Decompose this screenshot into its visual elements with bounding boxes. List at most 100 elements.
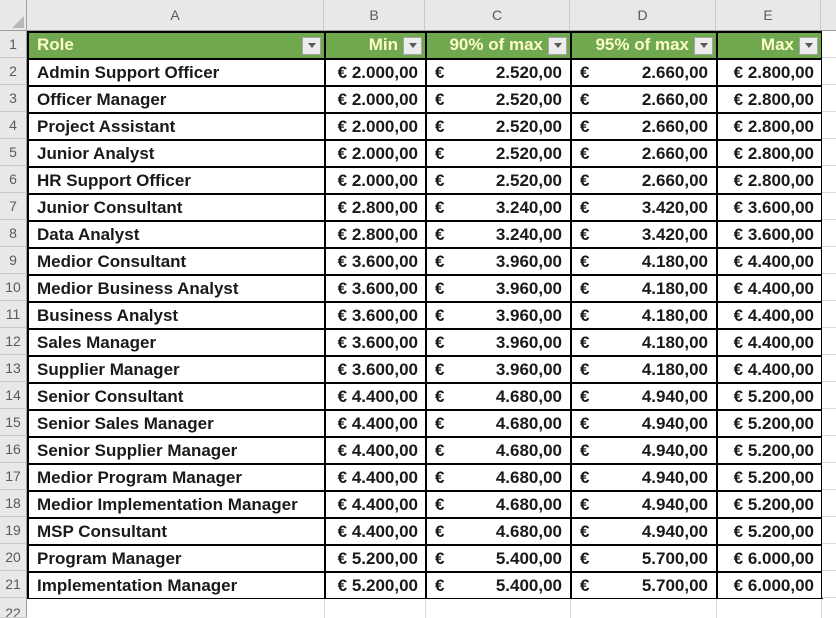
- table-header-role[interactable]: Role: [27, 31, 326, 60]
- cell-role[interactable]: Project Assistant: [27, 112, 326, 141]
- row-header-20[interactable]: 20: [0, 544, 27, 571]
- cell-role[interactable]: Medior Program Manager: [27, 463, 326, 492]
- cell-min[interactable]: € 2.000,00: [324, 139, 427, 168]
- row-header-2[interactable]: 2: [0, 58, 27, 85]
- row-header-22[interactable]: 22: [0, 598, 27, 618]
- cell-95-of-max[interactable]: €2.660,00: [570, 166, 718, 195]
- cell-min[interactable]: € 5.200,00: [324, 544, 427, 573]
- cell-max[interactable]: € 2.800,00: [716, 85, 823, 114]
- cell-95-of-max[interactable]: €2.660,00: [570, 58, 718, 87]
- cell-max[interactable]: € 3.600,00: [716, 193, 823, 222]
- cell-max[interactable]: € 5.200,00: [716, 490, 823, 519]
- cell-max[interactable]: € 2.800,00: [716, 112, 823, 141]
- row-header-17[interactable]: 17: [0, 463, 27, 490]
- cell-max[interactable]: € 2.800,00: [716, 139, 823, 168]
- cell-role[interactable]: Sales Manager: [27, 328, 326, 357]
- cell-90-of-max[interactable]: €5.400,00: [425, 571, 572, 600]
- cell-max[interactable]: € 6.000,00: [716, 571, 823, 600]
- cell-min[interactable]: € 2.800,00: [324, 220, 427, 249]
- filter-dropdown-button-90[interactable]: [548, 36, 567, 55]
- cell-90-of-max[interactable]: €5.400,00: [425, 544, 572, 573]
- cell-min[interactable]: € 4.400,00: [324, 490, 427, 519]
- cell-max[interactable]: € 5.200,00: [716, 436, 823, 465]
- cell-95-of-max[interactable]: €4.180,00: [570, 328, 718, 357]
- table-header-min[interactable]: Min: [324, 31, 427, 60]
- cell-min[interactable]: € 3.600,00: [324, 301, 427, 330]
- cell-90-of-max[interactable]: €4.680,00: [425, 409, 572, 438]
- row-header-4[interactable]: 4: [0, 112, 27, 139]
- row-header-10[interactable]: 10: [0, 274, 27, 301]
- cell-role[interactable]: MSP Consultant: [27, 517, 326, 546]
- cell-95-of-max[interactable]: €4.940,00: [570, 463, 718, 492]
- cell-90-of-max[interactable]: €3.960,00: [425, 274, 572, 303]
- cell-90-of-max[interactable]: €2.520,00: [425, 139, 572, 168]
- cell-max[interactable]: € 5.200,00: [716, 463, 823, 492]
- row-header-18[interactable]: 18: [0, 490, 27, 517]
- column-header-a[interactable]: A: [27, 0, 324, 30]
- cell-95-of-max[interactable]: €3.420,00: [570, 220, 718, 249]
- cell-90-of-max[interactable]: €4.680,00: [425, 490, 572, 519]
- cell-max[interactable]: € 5.200,00: [716, 517, 823, 546]
- cell-max[interactable]: € 4.400,00: [716, 355, 823, 384]
- cell-95-of-max[interactable]: €2.660,00: [570, 112, 718, 141]
- cell-min[interactable]: € 2.000,00: [324, 112, 427, 141]
- column-header-e[interactable]: E: [716, 0, 821, 30]
- row-header-9[interactable]: 9: [0, 247, 27, 274]
- cell-95-of-max[interactable]: €5.700,00: [570, 544, 718, 573]
- cell-min[interactable]: € 5.200,00: [324, 571, 427, 600]
- cell-max[interactable]: € 4.400,00: [716, 301, 823, 330]
- cell-95-of-max[interactable]: €4.940,00: [570, 517, 718, 546]
- row-header-14[interactable]: 14: [0, 382, 27, 409]
- filter-dropdown-button-role[interactable]: [302, 36, 321, 55]
- cell-95-of-max[interactable]: €4.180,00: [570, 301, 718, 330]
- row-header-1[interactable]: 1: [0, 31, 27, 58]
- cell-role[interactable]: Medior Business Analyst: [27, 274, 326, 303]
- filter-dropdown-button-max[interactable]: [799, 36, 818, 55]
- table-header-max[interactable]: Max: [716, 31, 823, 60]
- column-header-f-partial[interactable]: [821, 0, 836, 30]
- cell-role[interactable]: Officer Manager: [27, 85, 326, 114]
- cell-role[interactable]: Senior Supplier Manager: [27, 436, 326, 465]
- cell-95-of-max[interactable]: €4.940,00: [570, 382, 718, 411]
- table-header-90-of-max[interactable]: 90% of max: [425, 31, 572, 60]
- row-header-16[interactable]: 16: [0, 436, 27, 463]
- cell-95-of-max[interactable]: €4.180,00: [570, 274, 718, 303]
- cell-max[interactable]: € 6.000,00: [716, 544, 823, 573]
- row-header-13[interactable]: 13: [0, 355, 27, 382]
- row-header-11[interactable]: 11: [0, 301, 27, 328]
- cell-min[interactable]: € 4.400,00: [324, 436, 427, 465]
- cell-role[interactable]: Junior Consultant: [27, 193, 326, 222]
- filter-dropdown-button-min[interactable]: [403, 36, 422, 55]
- cell-min[interactable]: € 3.600,00: [324, 355, 427, 384]
- cell-min[interactable]: € 2.800,00: [324, 193, 427, 222]
- cell-max[interactable]: € 3.600,00: [716, 220, 823, 249]
- column-header-d[interactable]: D: [570, 0, 716, 30]
- cell-90-of-max[interactable]: €2.520,00: [425, 58, 572, 87]
- cell-90-of-max[interactable]: €4.680,00: [425, 517, 572, 546]
- cell-min[interactable]: € 3.600,00: [324, 328, 427, 357]
- cell-95-of-max[interactable]: €5.700,00: [570, 571, 718, 600]
- cell-95-of-max[interactable]: €4.940,00: [570, 436, 718, 465]
- cell-90-of-max[interactable]: €4.680,00: [425, 463, 572, 492]
- cell-90-of-max[interactable]: €4.680,00: [425, 382, 572, 411]
- cell-min[interactable]: € 2.000,00: [324, 58, 427, 87]
- column-header-b[interactable]: B: [324, 0, 425, 30]
- cell-min[interactable]: € 4.400,00: [324, 409, 427, 438]
- row-header-5[interactable]: 5: [0, 139, 27, 166]
- select-all-corner[interactable]: [0, 0, 27, 31]
- row-header-8[interactable]: 8: [0, 220, 27, 247]
- cell-max[interactable]: € 4.400,00: [716, 328, 823, 357]
- cell-role[interactable]: Supplier Manager: [27, 355, 326, 384]
- row-header-19[interactable]: 19: [0, 517, 27, 544]
- cell-role[interactable]: Medior Implementation Manager: [27, 490, 326, 519]
- cell-90-of-max[interactable]: €3.960,00: [425, 301, 572, 330]
- table-header-95-of-max[interactable]: 95% of max: [570, 31, 718, 60]
- cell-role[interactable]: Senior Sales Manager: [27, 409, 326, 438]
- cell-90-of-max[interactable]: €2.520,00: [425, 112, 572, 141]
- row-header-3[interactable]: 3: [0, 85, 27, 112]
- cell-max[interactable]: € 4.400,00: [716, 274, 823, 303]
- cell-max[interactable]: € 5.200,00: [716, 382, 823, 411]
- cell-90-of-max[interactable]: €3.240,00: [425, 220, 572, 249]
- cell-role[interactable]: HR Support Officer: [27, 166, 326, 195]
- cell-max[interactable]: € 5.200,00: [716, 409, 823, 438]
